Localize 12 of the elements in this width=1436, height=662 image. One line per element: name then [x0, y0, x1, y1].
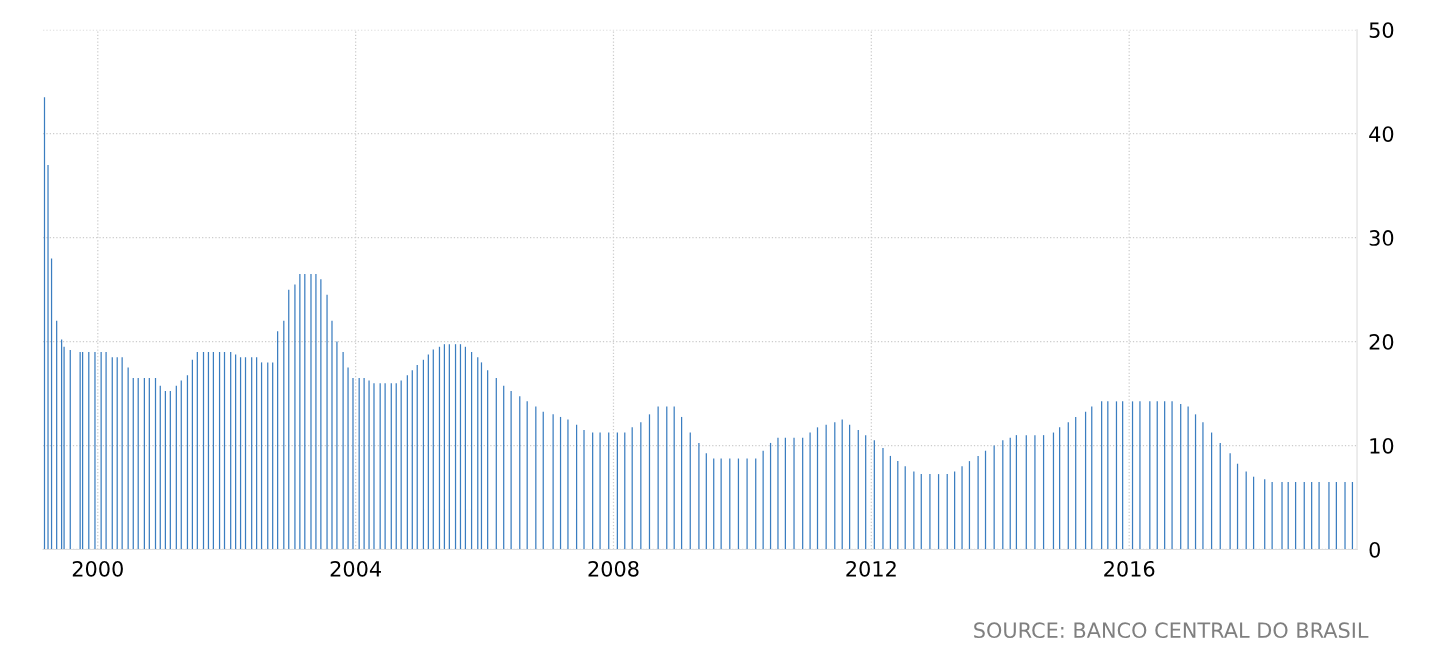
x-tick-label: 2000: [72, 560, 123, 577]
x-tick-label: 2004: [330, 560, 381, 577]
y-tick-label: 10: [1370, 437, 1394, 454]
x-tick-label: 2016: [1104, 560, 1155, 577]
y-tick-label: 0: [1369, 541, 1380, 558]
y-tick-label: 20: [1369, 334, 1394, 350]
y-tick-label: 30: [1369, 230, 1394, 246]
source-note: SOURCE: BANCO CENTRAL DO BRASIL: [974, 622, 1369, 639]
x-tick-label: 2008: [588, 560, 639, 577]
y-tick-label: 50: [1369, 22, 1394, 38]
y-tick-label: 40: [1369, 126, 1394, 142]
x-tick-label: 2012: [846, 560, 896, 577]
